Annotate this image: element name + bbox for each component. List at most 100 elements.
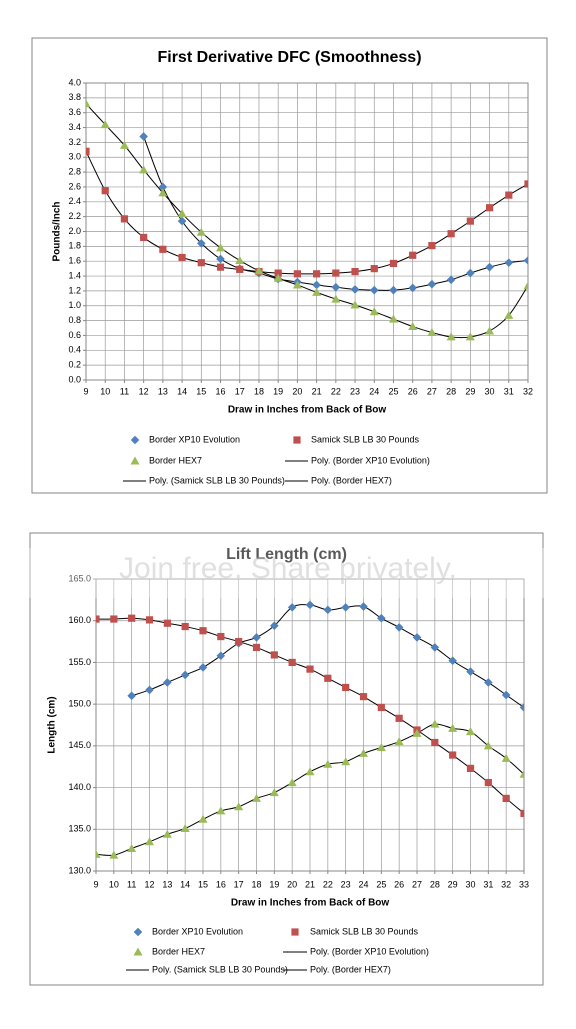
y-tick-label: 1.4 bbox=[68, 270, 81, 280]
marker bbox=[523, 256, 528, 265]
x-tick-label: 26 bbox=[408, 386, 418, 396]
marker bbox=[377, 703, 385, 712]
marker bbox=[306, 665, 314, 673]
marker bbox=[252, 793, 261, 802]
y-tick-label: 2.0 bbox=[68, 226, 81, 236]
x-tick-label: 23 bbox=[341, 879, 351, 889]
y-tick-label: 155.0 bbox=[68, 657, 91, 667]
marker bbox=[287, 778, 297, 787]
y-tick-label: 2.6 bbox=[68, 181, 81, 191]
chart: First Derivative DFC (Smoothness) 0.0 0.2 0… bbox=[31, 37, 548, 494]
x-tick-label: 10 bbox=[109, 879, 119, 889]
marker bbox=[197, 259, 205, 267]
y-tick-label: 3.4 bbox=[68, 122, 81, 132]
marker bbox=[505, 191, 513, 199]
x-tick-label: 31 bbox=[483, 879, 493, 889]
marker bbox=[110, 615, 118, 623]
marker bbox=[447, 230, 455, 238]
marker bbox=[158, 182, 168, 192]
marker bbox=[305, 767, 315, 776]
marker bbox=[197, 239, 206, 248]
x-tick-label: 28 bbox=[430, 879, 440, 889]
marker bbox=[501, 753, 511, 762]
y-tick-label: 135.0 bbox=[68, 824, 91, 834]
plot-border bbox=[95, 578, 525, 872]
marker bbox=[305, 600, 315, 610]
marker bbox=[448, 656, 457, 666]
x-tick-label: 20 bbox=[292, 386, 302, 396]
y-tick-label: 160.0 bbox=[68, 615, 91, 625]
marker bbox=[180, 670, 190, 680]
x-tick-label: 15 bbox=[196, 386, 206, 396]
x-tick-label: 29 bbox=[448, 879, 458, 889]
x-tick-label: 15 bbox=[198, 879, 208, 889]
marker bbox=[428, 242, 436, 250]
marker bbox=[331, 294, 341, 303]
marker bbox=[128, 614, 136, 622]
marker bbox=[408, 283, 417, 293]
x-tick-label: 12 bbox=[139, 386, 149, 396]
marker bbox=[127, 843, 137, 852]
legend-marker bbox=[130, 456, 140, 465]
marker bbox=[359, 602, 368, 611]
marker bbox=[466, 727, 475, 736]
marker bbox=[235, 255, 245, 264]
marker bbox=[177, 209, 187, 218]
legend-label: Border XP10 Evolution bbox=[149, 434, 240, 444]
marker bbox=[369, 307, 379, 316]
marker bbox=[270, 651, 278, 659]
x-tick-label: 17 bbox=[234, 879, 244, 889]
chart-title: First Derivative DFC (Smoothness) bbox=[157, 49, 421, 66]
marker bbox=[502, 794, 510, 803]
marker bbox=[351, 267, 359, 276]
y-tick-label: 0.2 bbox=[68, 360, 81, 370]
y-tick-label: 0.8 bbox=[68, 315, 81, 325]
marker bbox=[145, 837, 154, 846]
x-tick-label: 24 bbox=[358, 879, 368, 889]
marker bbox=[101, 187, 109, 195]
marker bbox=[293, 270, 301, 278]
x-tick-label: 32 bbox=[501, 879, 511, 889]
marker bbox=[377, 613, 386, 623]
x-tick-label: 9 bbox=[93, 879, 98, 889]
x-tick-label: 17 bbox=[235, 386, 245, 396]
chart: Lift Length (cm) 130.0 135.0 140.0 145.0 150.… bbox=[29, 532, 544, 986]
marker bbox=[370, 265, 378, 273]
marker bbox=[140, 233, 148, 242]
marker bbox=[216, 806, 226, 815]
marker bbox=[252, 633, 261, 642]
legend-label: Samick SLB LB 30 Pounds bbox=[311, 434, 420, 444]
marker bbox=[350, 300, 360, 309]
legend-label: Poly. (Border XP10 Evolution) bbox=[311, 455, 430, 465]
x-tick-label: 21 bbox=[312, 386, 322, 396]
plot bbox=[86, 99, 528, 341]
x-tick-label: 13 bbox=[162, 879, 172, 889]
marker bbox=[100, 120, 110, 129]
marker bbox=[449, 751, 457, 759]
marker bbox=[331, 282, 341, 292]
x-axis-title: Draw in Inches from Back of Bow bbox=[231, 898, 390, 909]
marker bbox=[520, 809, 524, 818]
marker bbox=[427, 327, 437, 336]
plot bbox=[96, 600, 524, 859]
marker bbox=[430, 719, 440, 728]
x-axis-title: Draw in Inches from Back of Bow bbox=[228, 405, 387, 416]
marker bbox=[216, 254, 225, 264]
marker bbox=[119, 140, 129, 149]
marker bbox=[430, 643, 440, 652]
x-tick-label: 28 bbox=[446, 386, 456, 396]
legend-label: Border HEX7 bbox=[149, 455, 202, 465]
marker bbox=[448, 723, 458, 732]
marker bbox=[483, 741, 493, 750]
x-tick-label: 26 bbox=[394, 879, 404, 889]
marker bbox=[466, 764, 475, 772]
chart-title: Lift Length (cm) bbox=[226, 546, 347, 563]
marker bbox=[519, 769, 524, 778]
marker bbox=[236, 265, 244, 273]
y-tick-label: 3.8 bbox=[68, 92, 81, 102]
x-tick-label: 13 bbox=[158, 386, 168, 396]
legend-label: Poly. (Border HEX7) bbox=[310, 964, 391, 974]
marker bbox=[394, 623, 404, 632]
x-tick-label: 18 bbox=[254, 386, 264, 396]
